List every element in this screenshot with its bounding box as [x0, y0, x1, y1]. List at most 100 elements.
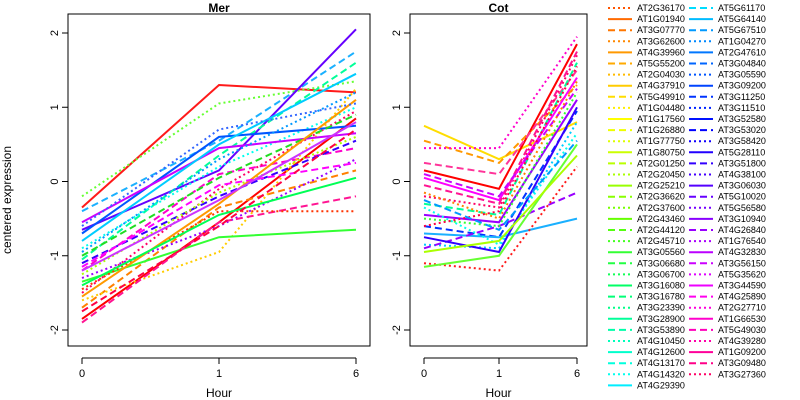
legend-item: AT3G04840	[689, 59, 766, 69]
legend-label: AT1G17560	[637, 114, 685, 124]
legend-item: AT5G67510	[689, 25, 766, 35]
legend-item: AT3G52580	[689, 114, 766, 124]
legend-label: AT2G44120	[637, 225, 685, 235]
series-line	[423, 106, 578, 254]
series-line	[423, 217, 578, 239]
legend-item: AT5G55200	[608, 59, 685, 69]
x-tick-label: 1	[216, 368, 222, 380]
legend-label: AT2G25210	[637, 181, 685, 191]
series-line	[423, 154, 578, 253]
legend-label: AT3G28900	[637, 314, 685, 324]
legend-item: AT2G44120	[608, 225, 685, 235]
legend-label: AT3G11250	[718, 92, 765, 102]
series-line	[81, 50, 357, 213]
legend-item: AT4G10450	[608, 336, 685, 346]
legend-label: AT2G20450	[637, 170, 685, 180]
legend-label: AT3G07770	[637, 25, 685, 35]
legend-label: AT2G43460	[637, 214, 685, 224]
series-line	[423, 51, 578, 205]
series-line	[81, 91, 357, 253]
y-tick-label: -1	[391, 251, 403, 261]
series-line	[423, 143, 578, 268]
y-tick-label: -1	[49, 251, 61, 261]
legend-item: AT1G04480	[608, 103, 685, 113]
legend-label: AT4G26840	[718, 225, 766, 235]
panel-mer: Mer -2 -1 0 1 2 0 1 6 Hour	[49, 1, 371, 400]
legend-label: AT4G32830	[718, 247, 766, 257]
legend-label: AT3G09200	[718, 81, 766, 91]
legend-item: AT3G09480	[689, 358, 766, 368]
series-line	[81, 121, 357, 272]
legend-item: AT1G01940	[608, 14, 685, 24]
legend-label: AT3G05590	[718, 70, 766, 80]
series-line	[81, 61, 357, 261]
legend-item: AT3G44590	[689, 281, 766, 291]
legend-label: AT5G49030	[718, 325, 766, 335]
legend-item: AT1G77750	[608, 136, 685, 146]
series-line	[81, 80, 357, 198]
legend-item: AT3G07770	[608, 25, 685, 35]
series-line	[423, 69, 578, 176]
series-line	[81, 99, 357, 298]
series-line	[81, 147, 357, 272]
series-line	[81, 169, 357, 309]
legend-label: AT5G61170	[718, 3, 765, 13]
legend-label: AT3G23390	[637, 303, 685, 313]
legend-item: AT3G11250	[689, 92, 765, 102]
series-line	[81, 124, 357, 235]
y-tick-label: 1	[391, 104, 403, 110]
legend-label: AT3G44590	[718, 281, 766, 291]
legend-item: AT5G49910	[608, 92, 685, 102]
series-line	[81, 176, 357, 287]
legend-label: AT3G04840	[718, 59, 766, 69]
series-line	[81, 139, 357, 265]
legend-item: AT3G27360	[689, 369, 766, 379]
legend-item: AT2G04030	[608, 70, 685, 80]
legend-item: AT2G27710	[689, 303, 766, 313]
series-line	[423, 110, 578, 239]
series-line	[81, 228, 357, 283]
legend: AT2G36170AT1G01940AT3G07770AT3G62600AT4G…	[608, 3, 766, 390]
legend-item: AT2G36620	[608, 192, 685, 202]
legend-label: AT3G53890	[637, 325, 685, 335]
legend-label: AT2G36170	[637, 3, 685, 13]
legend-item: AT4G39960	[608, 47, 685, 57]
legend-item: AT3G05560	[608, 247, 685, 257]
legend-label: AT1G66530	[718, 314, 766, 324]
legend-label: AT5G56580	[718, 203, 766, 213]
legend-label: AT3G06030	[718, 181, 766, 191]
legend-label: AT4G10450	[637, 336, 685, 346]
legend-label: AT3G16780	[637, 292, 685, 302]
legend-label: AT5G55200	[637, 59, 685, 69]
legend-label: AT5G28110	[718, 147, 765, 157]
legend-item: AT3G16080	[608, 281, 685, 291]
panel-title-mer: Mer	[208, 1, 230, 15]
legend-label: AT3G58420	[718, 136, 766, 146]
legend-item: AT3G28900	[608, 314, 685, 324]
legend-label: AT3G09480	[718, 358, 766, 368]
legend-label: AT3G62600	[637, 36, 685, 46]
y-tick-label: 2	[391, 30, 403, 36]
legend-label: AT2G27710	[718, 303, 766, 313]
series-line	[423, 88, 578, 198]
y-tick-label: -2	[391, 325, 403, 335]
legend-item: AT5G56580	[689, 203, 766, 213]
x-axis-label: Hour	[485, 386, 511, 400]
legend-item: AT5G28110	[689, 147, 765, 157]
legend-label: AT5G35620	[718, 269, 766, 279]
x-tick-label: 1	[496, 368, 502, 380]
legend-item: AT2G20450	[608, 170, 685, 180]
legend-label: AT2G04030	[637, 70, 685, 80]
legend-label: AT3G05560	[637, 247, 685, 257]
legend-label: AT3G56150	[718, 258, 766, 268]
y-tick-label: 0	[391, 178, 403, 184]
series-line	[423, 65, 578, 228]
legend-item: AT5G61170	[689, 3, 765, 13]
legend-item: AT3G58420	[689, 136, 766, 146]
legend-label: AT1G80750	[637, 147, 685, 157]
legend-item: AT3G06700	[608, 269, 685, 279]
legend-label: AT4G14320	[637, 369, 685, 379]
legend-item: AT3G06030	[689, 181, 766, 191]
y-tick-label: 2	[49, 30, 61, 36]
legend-item: AT1G09200	[689, 347, 766, 357]
